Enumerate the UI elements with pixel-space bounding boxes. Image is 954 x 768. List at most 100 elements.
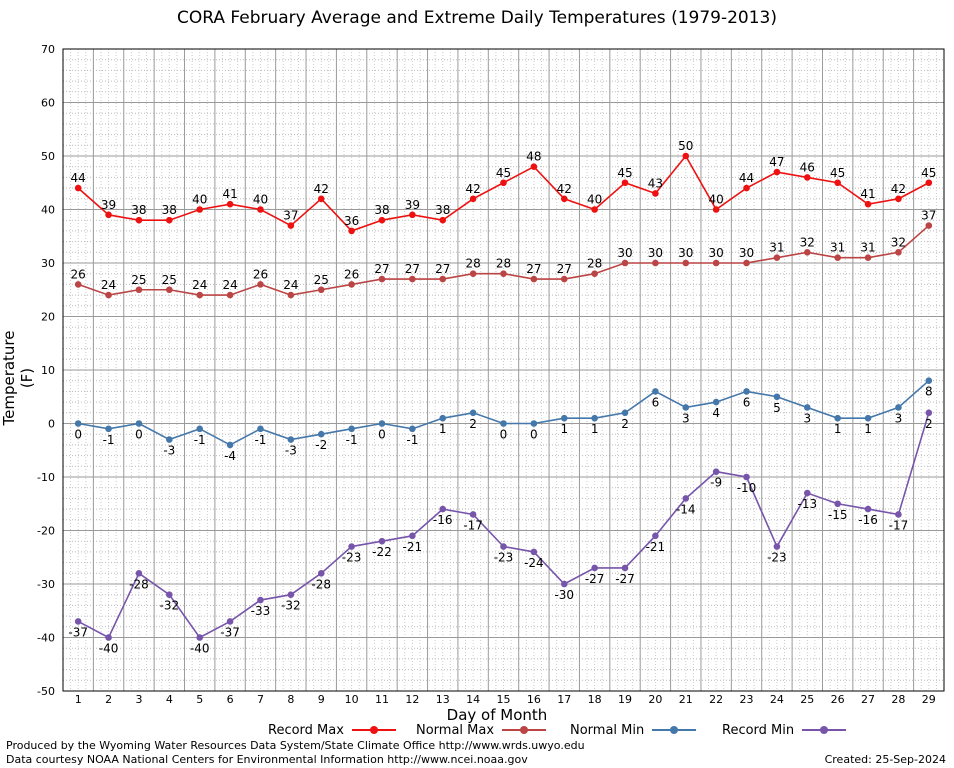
data-point-normal-max: [439, 275, 447, 283]
data-point-record-min: [317, 570, 325, 577]
data-point-normal-max: [652, 259, 659, 267]
data-point-normal-min: [409, 425, 416, 433]
data-point-normal-max: [287, 291, 295, 299]
data-label-record-max: 42: [557, 182, 572, 196]
legend-label-normal-max: Normal Max: [416, 722, 495, 738]
data-label-record-max: 40: [253, 193, 268, 207]
y-tick-label: 10: [41, 364, 55, 377]
data-label-record-min: -40: [190, 642, 210, 656]
data-point-record-min: [895, 511, 902, 518]
data-point-normal-min: [864, 414, 872, 422]
data-label-record-min: -16: [433, 513, 453, 527]
data-label-normal-max: 26: [71, 267, 86, 281]
data-point-normal-min: [621, 409, 629, 417]
data-label-record-max: 38: [131, 203, 146, 217]
data-point-record-min: [257, 596, 264, 604]
data-label-record-max: 42: [465, 182, 480, 196]
data-label-record-min: -33: [251, 604, 271, 618]
data-point-normal-min: [105, 425, 112, 433]
data-point-record-min: [166, 591, 173, 598]
data-point-normal-max: [409, 275, 416, 283]
data-label-normal-min: 3: [895, 411, 903, 425]
data-label-normal-max: 25: [162, 273, 177, 287]
data-label-normal-min: 0: [500, 428, 508, 442]
data-label-record-min: -21: [646, 540, 666, 554]
x-tick-label: 18: [588, 693, 602, 706]
data-label-normal-min: -4: [224, 449, 236, 463]
data-label-record-max: 42: [314, 182, 329, 196]
y-tick-label: 0: [48, 418, 55, 431]
data-point-record-max: [196, 206, 204, 213]
data-point-normal-min: [925, 377, 933, 385]
data-point-normal-max: [712, 259, 720, 267]
y-tick-label: 30: [41, 257, 55, 270]
data-point-record-max: [439, 216, 447, 224]
data-label-normal-max: 27: [557, 262, 572, 276]
data-label-record-min: -10: [737, 481, 757, 495]
data-point-normal-max: [196, 291, 204, 299]
x-tick-label: 17: [557, 693, 571, 706]
data-label-record-max: 40: [587, 193, 602, 207]
data-label-normal-min: -1: [103, 433, 115, 447]
data-point-normal-max: [743, 259, 750, 267]
data-point-record-max: [348, 227, 355, 235]
y-tick-label: 50: [41, 150, 55, 163]
data-label-normal-min: -2: [315, 438, 327, 452]
y-tick-label: 60: [41, 97, 55, 110]
data-point-record-min: [409, 532, 416, 540]
data-label-record-max: 45: [617, 166, 632, 180]
legend-label-record-min: Record Min: [722, 722, 795, 738]
data-label-record-max: 48: [526, 150, 541, 164]
footer-produced-by: Produced by the Wyoming Water Resources …: [6, 739, 585, 752]
x-tick-label: 16: [527, 693, 541, 706]
data-label-normal-min: 2: [621, 417, 629, 431]
data-label-record-min: -32: [160, 599, 180, 613]
x-tick-label: 8: [287, 693, 294, 706]
data-label-record-min: -9: [710, 476, 722, 490]
data-label-normal-max: 26: [253, 267, 268, 281]
data-point-record-min: [226, 618, 234, 625]
data-point-record-max: [257, 206, 264, 213]
data-point-record-min: [74, 618, 82, 625]
y-tick-label: -30: [37, 578, 55, 591]
data-label-record-max: 45: [496, 166, 511, 180]
data-point-record-max: [743, 184, 750, 192]
x-tick-label: 15: [497, 693, 511, 706]
data-label-normal-max: 24: [101, 278, 116, 292]
data-point-record-min: [469, 511, 477, 518]
data-label-record-min: -23: [767, 551, 787, 565]
data-point-normal-min: [439, 414, 447, 422]
data-point-record-min: [773, 543, 781, 550]
data-label-normal-min: 8: [925, 385, 933, 399]
data-point-record-max: [317, 195, 325, 203]
data-label-record-min: -23: [494, 551, 514, 565]
data-label-record-min: -21: [403, 540, 423, 554]
y-tick-label: -40: [37, 632, 55, 645]
data-label-record-max: 46: [800, 160, 815, 174]
data-point-normal-min: [196, 425, 204, 433]
data-label-normal-max: 28: [465, 257, 480, 271]
data-point-normal-min: [682, 404, 690, 411]
legend-swatch-record-min: [802, 726, 847, 734]
data-point-record-min: [560, 580, 568, 588]
data-point-record-max: [712, 206, 720, 213]
data-point-record-max: [864, 200, 872, 208]
data-point-normal-max: [803, 249, 811, 256]
data-label-normal-max: 27: [526, 262, 541, 276]
x-tick-label: 26: [831, 693, 845, 706]
data-point-normal-min: [257, 425, 264, 433]
data-label-record-max: 39: [405, 198, 420, 212]
x-tick-label: 7: [257, 693, 264, 706]
data-point-record-max: [166, 216, 173, 224]
data-point-record-min: [834, 500, 841, 508]
data-label-record-max: 38: [435, 203, 450, 217]
x-tick-label: 28: [891, 693, 905, 706]
data-point-record-max: [560, 195, 568, 203]
x-tick-label: 22: [709, 693, 723, 706]
data-point-record-min: [652, 532, 659, 540]
y-tick-label: 70: [41, 43, 55, 56]
data-label-record-max: 40: [709, 193, 724, 207]
data-point-record-min: [591, 564, 598, 572]
data-point-normal-max: [257, 281, 264, 288]
